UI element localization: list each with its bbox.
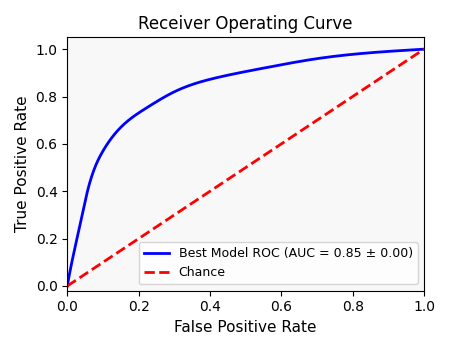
Best Model ROC (AUC = 0.85 ± 0.00) bbox=[234, 71, 239, 76]
Line: Best Model ROC (AUC = 0.85 ± 0.00): Best Model ROC (AUC = 0.85 ± 0.00) bbox=[68, 49, 424, 286]
Best Model ROC (AUC = 0.85 ± 0.00) bbox=[65, 284, 70, 288]
Best Model ROC (AUC = 0.85 ± 0.00) bbox=[421, 47, 427, 51]
Best Model ROC (AUC = 0.85 ± 0.00) bbox=[236, 71, 242, 75]
Best Model ROC (AUC = 0.85 ± 0.00) bbox=[277, 63, 282, 67]
Legend: Best Model ROC (AUC = 0.85 ± 0.00), Chance: Best Model ROC (AUC = 0.85 ± 0.00), Chan… bbox=[139, 242, 418, 285]
Y-axis label: True Positive Rate: True Positive Rate bbox=[15, 96, 30, 232]
Best Model ROC (AUC = 0.85 ± 0.00) bbox=[357, 51, 362, 56]
Best Model ROC (AUC = 0.85 ± 0.00) bbox=[413, 48, 418, 52]
X-axis label: False Positive Rate: False Positive Rate bbox=[175, 320, 317, 335]
Best Model ROC (AUC = 0.85 ± 0.00) bbox=[257, 66, 263, 71]
Title: Receiver Operating Curve: Receiver Operating Curve bbox=[139, 15, 353, 33]
